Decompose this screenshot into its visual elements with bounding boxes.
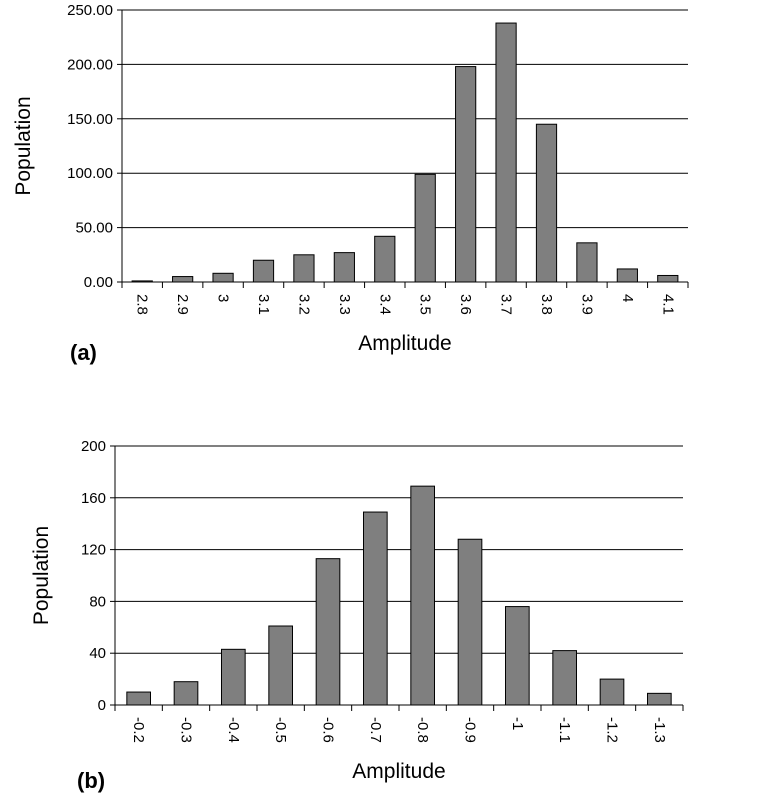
x-tick-label: 3.4 [376,294,393,315]
bar--0.6 [315,558,341,706]
bar-3.8 [535,123,558,283]
bar--0.5 [268,625,294,706]
bar-3.7 [495,22,517,283]
x-tick-label: -0.4 [225,717,242,743]
y-tick-label: 160 [81,490,106,507]
y-tick-label: 200 [81,438,106,455]
y-tick-label: 100.00 [67,165,113,182]
y-axis-title: Population [12,96,35,195]
bar-3.3 [333,252,355,283]
y-axis-title: Population [30,526,53,625]
x-tick-label: -0.9 [462,717,479,743]
bar--0.9 [457,538,483,706]
x-tick-label: -0.8 [414,717,431,743]
x-tick-label: -0.3 [178,717,195,743]
x-tick-label: 3.9 [578,294,595,315]
bar--0.4 [221,648,246,706]
bar--1.2 [599,678,625,706]
y-tick-label: 80 [89,593,106,610]
y-tick-label: 0.00 [84,274,113,291]
bar-4.1 [657,274,679,283]
bar--0.3 [173,681,199,706]
x-tick-label: -0.6 [320,717,337,743]
x-tick-label: 3.2 [295,294,312,315]
x-tick-label: -0.7 [367,717,384,743]
bar-3.6 [455,66,477,283]
bar--1.1 [552,650,577,706]
panel-label: (a) [70,340,97,365]
x-tick-label: 2.9 [174,294,191,315]
y-tick-label: 120 [81,542,106,559]
x-tick-label: 2.8 [134,294,151,315]
bar--0.7 [363,511,388,706]
bar--0.8 [410,485,436,706]
y-tick-label: 150.00 [67,111,113,128]
x-tick-label: 4.1 [659,294,676,315]
bar--1 [505,606,530,706]
x-axis-title: Amplitude [352,760,445,783]
x-tick-label: -1.1 [556,717,573,743]
y-tick-label: 200.00 [67,56,113,73]
bar-3.9 [576,242,598,283]
bar-3.5 [414,173,436,283]
bar--0.2 [126,691,152,706]
y-tick-label: 250.00 [67,2,113,19]
x-tick-label: 3.1 [255,294,272,315]
x-axis-title: Amplitude [358,332,451,355]
x-tick-label: -0.2 [130,717,147,743]
bar-3.1 [252,259,275,283]
bar-3.2 [293,254,315,283]
bar-4 [616,268,638,283]
x-tick-label: 4 [619,294,636,302]
x-tick-label: 3 [215,294,232,302]
x-tick-label: 3.7 [498,294,515,315]
bar-2.9 [172,276,194,283]
x-tick-label: -1.3 [651,717,668,743]
chart-panel-b: 0 40 80 120 160 200 -0.2 -0.3 -0.4 -0.5 -0.6 -0.7 -0… [30,438,684,793]
x-tick-label: 3.8 [538,294,555,315]
x-tick-label: -1.2 [604,717,621,743]
bar--1.3 [647,692,672,706]
panel-label: (b) [77,768,105,793]
x-tick-label: -0.5 [272,717,289,743]
bar-3 [212,272,234,283]
x-tick-label: -1 [509,717,526,730]
y-tick-label: 40 [89,645,106,662]
y-tick-label: 50.00 [75,220,113,237]
x-tick-label: 3.5 [417,294,434,315]
y-tick-label: 0 [98,697,106,714]
x-tick-label: 3.6 [457,294,474,315]
x-tick-label: 3.3 [336,294,353,315]
bar-3.4 [374,235,396,283]
chart-panel-a: 0.00 50.00 100.00 150.00 200.00 250.00 2.8 2.9 3… [12,2,689,365]
